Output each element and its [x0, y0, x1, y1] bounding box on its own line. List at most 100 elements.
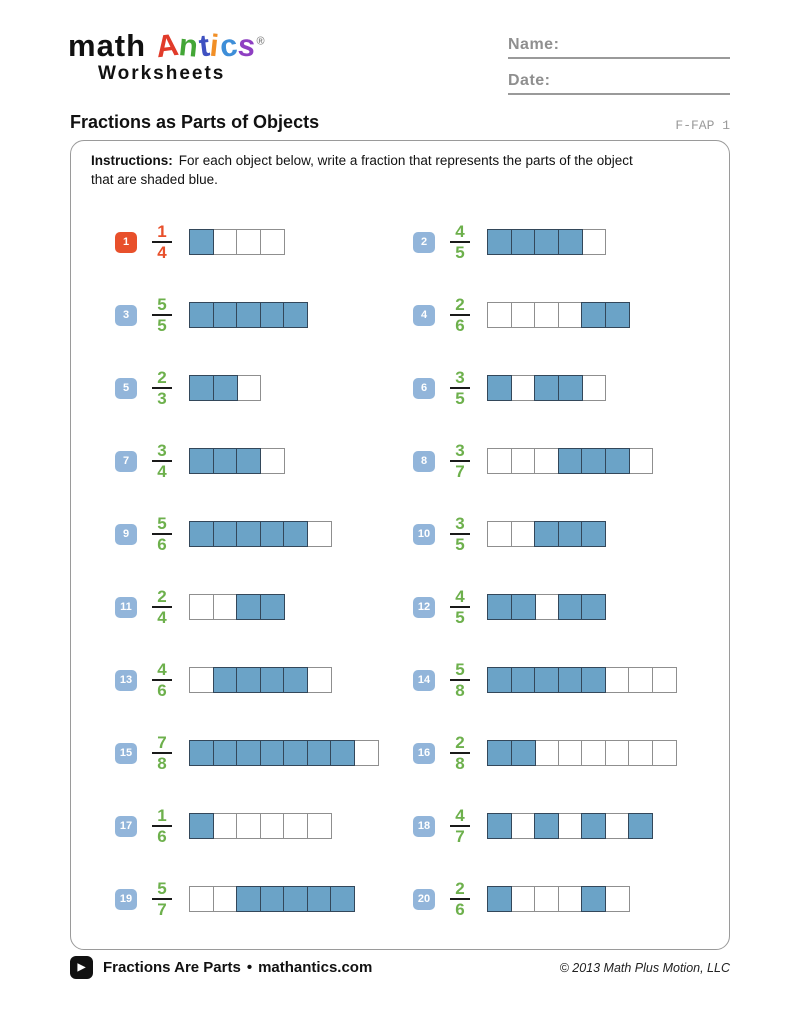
problem-item: 15 7 8 [115, 733, 413, 774]
bar-cell-shaded [487, 229, 512, 256]
bar-cell-shaded [510, 740, 536, 767]
bar-cell-shaded [189, 521, 214, 548]
logo-wordmark: math Antics® [68, 27, 266, 65]
bar-cell-empty [604, 886, 630, 913]
bar-cell-shaded [259, 886, 285, 913]
fraction-denominator: 4 [152, 460, 172, 482]
object-bar [189, 521, 332, 548]
bar-cell-empty [557, 740, 583, 767]
bar-cell-shaded [236, 667, 261, 694]
fraction-denominator: 5 [450, 606, 470, 628]
bar-cell-empty [604, 667, 630, 694]
name-field-label: Name: [508, 36, 560, 53]
fraction-denominator: 3 [152, 387, 172, 409]
object-bar [189, 740, 379, 767]
bar-cell-shaded [306, 740, 332, 767]
bar-cell-shaded [557, 448, 583, 475]
object-bar [487, 667, 677, 694]
fraction-numerator: 2 [455, 878, 465, 898]
problem-number-badge: 4 [413, 304, 435, 326]
object-bar [487, 521, 606, 548]
object-bar [487, 740, 677, 767]
bar-cell-shaded [236, 740, 261, 767]
bar-cell-shaded [283, 667, 308, 694]
footer-site: mathantics.com [258, 959, 373, 976]
problem-number-badge: 1 [115, 231, 137, 253]
bar-cell-shaded [259, 302, 285, 329]
bar-cell-shaded [283, 740, 308, 767]
bar-cell-empty [510, 302, 536, 329]
fraction-numerator: 2 [455, 294, 465, 314]
bar-cell-shaded [557, 667, 583, 694]
fraction-denominator: 7 [450, 825, 470, 847]
fraction-numerator: 7 [157, 732, 167, 752]
fraction-numerator: 4 [455, 221, 465, 241]
bar-cell-shaded [259, 594, 285, 621]
bar-cell-empty [628, 667, 653, 694]
problem-item: 13 4 6 [115, 660, 413, 701]
bar-cell-empty [534, 740, 559, 767]
bar-cell-empty [306, 813, 332, 840]
problem-item: 14 5 8 [413, 660, 709, 701]
bar-cell-empty [510, 813, 536, 840]
bar-cell-empty [581, 229, 606, 256]
bar-cell-empty [212, 229, 238, 256]
problem-number-badge: 15 [115, 742, 137, 764]
fraction-numerator: 2 [157, 367, 167, 387]
bar-cell-shaded [534, 813, 559, 840]
fraction-numerator: 2 [455, 732, 465, 752]
fraction-numerator: 5 [455, 659, 465, 679]
bar-cell-shaded [557, 375, 583, 402]
object-bar [189, 594, 285, 621]
bar-cell-shaded [628, 813, 653, 840]
bar-cell-empty [604, 813, 630, 840]
bar-cell-empty [510, 448, 536, 475]
fraction-numerator: 5 [157, 513, 167, 533]
bar-cell-empty [651, 667, 677, 694]
bar-cell-empty [534, 448, 559, 475]
bar-cell-empty [628, 740, 653, 767]
bar-cell-empty [557, 813, 583, 840]
bar-cell-shaded [534, 375, 559, 402]
fraction-denominator: 7 [450, 460, 470, 482]
bar-cell-shaded [236, 886, 261, 913]
object-bar [189, 886, 355, 913]
bar-cell-empty [259, 229, 285, 256]
problem-number-badge: 19 [115, 888, 137, 910]
fraction-numerator: 3 [455, 367, 465, 387]
problem-number-badge: 12 [413, 596, 435, 618]
fraction-denominator: 5 [152, 314, 172, 336]
footer-brand: ▶ Fractions Are Parts • mathantics.com [70, 956, 372, 979]
bar-cell-shaded [283, 886, 308, 913]
date-field-label: Date: [508, 72, 551, 89]
object-bar [189, 448, 285, 475]
logo-letter: s [236, 27, 259, 64]
bar-cell-shaded [189, 229, 214, 256]
problem-item: 11 2 4 [115, 587, 413, 628]
bar-cell-shaded [581, 886, 606, 913]
footer: ▶ Fractions Are Parts • mathantics.com ©… [70, 956, 730, 979]
bar-cell-shaded [330, 886, 355, 913]
math-antics-logo: math Antics® Worksheets [68, 27, 266, 85]
footer-copyright: © 2013 Math Plus Motion, LLC [559, 960, 730, 975]
bar-cell-empty [534, 594, 559, 621]
fraction-denominator: 8 [450, 679, 470, 701]
problem-number-badge: 13 [115, 669, 137, 691]
bar-cell-shaded [581, 667, 606, 694]
bar-cell-shaded [557, 229, 583, 256]
bar-cell-shaded [487, 740, 512, 767]
problem-number-badge: 2 [413, 231, 435, 253]
bar-cell-empty [487, 448, 512, 475]
footer-show-title: Fractions Are Parts [103, 959, 241, 976]
